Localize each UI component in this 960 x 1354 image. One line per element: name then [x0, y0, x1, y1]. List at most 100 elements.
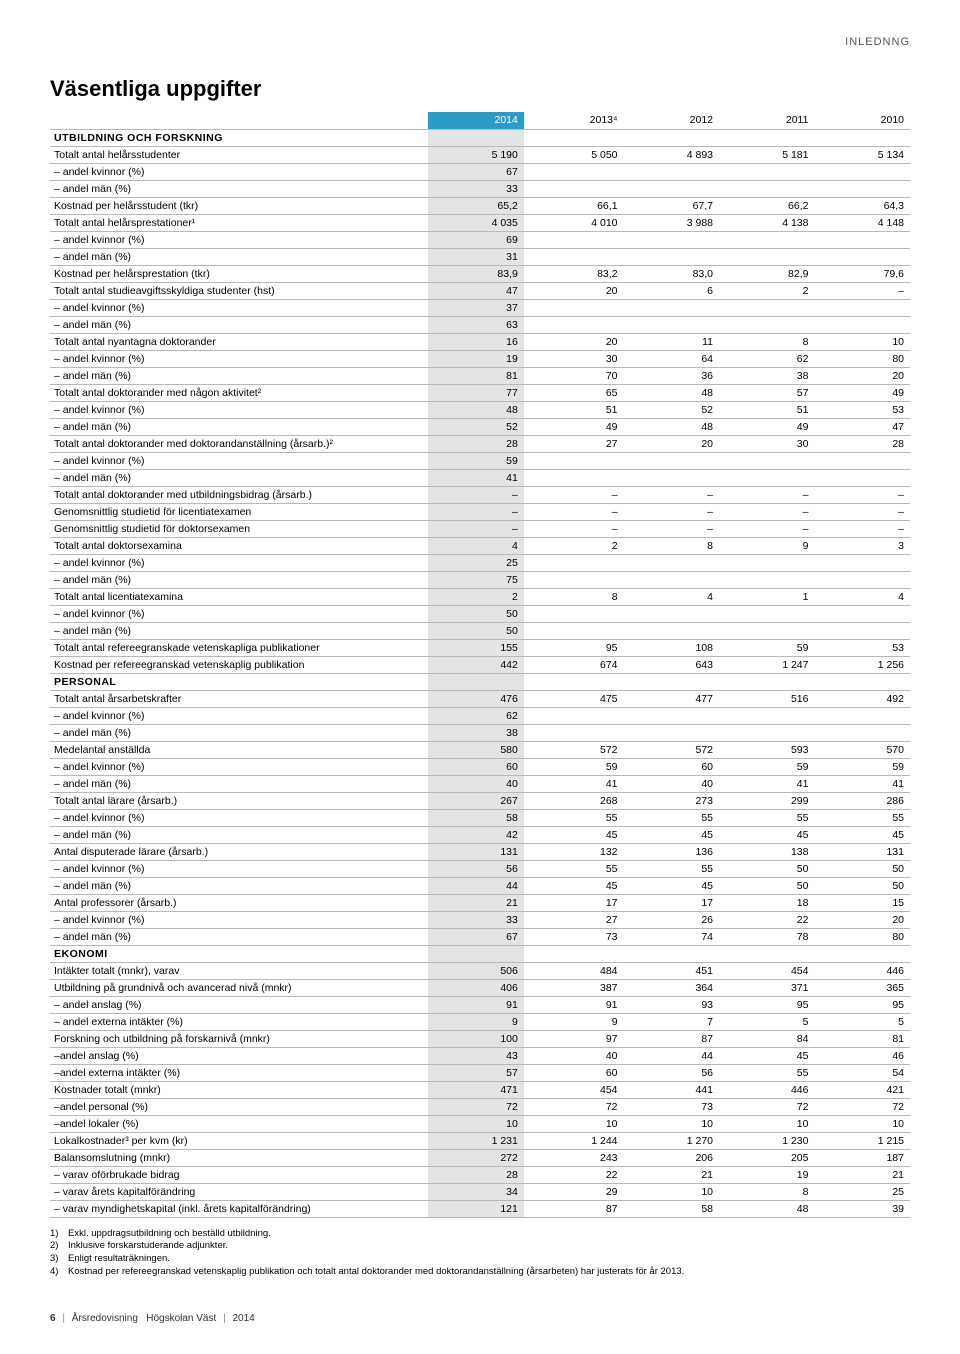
value-cell — [814, 707, 910, 724]
value-cell — [719, 163, 814, 180]
value-cell: 3 — [814, 537, 910, 554]
value-cell: 41 — [524, 775, 624, 792]
value-cell: 30 — [524, 350, 624, 367]
row-label: Totalt antal doktorander med doktorandan… — [50, 435, 428, 452]
page-footer: 6 | Årsredovisning Högskolan Väst | 2014 — [50, 1313, 910, 1324]
value-cell — [624, 452, 719, 469]
value-cell: 78 — [719, 928, 814, 945]
value-cell — [624, 724, 719, 741]
row-label: – andel män (%) — [50, 571, 428, 588]
empty-cell — [719, 673, 814, 690]
value-cell: 475 — [524, 690, 624, 707]
value-cell — [524, 469, 624, 486]
value-cell: 74 — [624, 928, 719, 945]
value-cell: 371 — [719, 979, 814, 996]
row-label: – andel kvinnor (%) — [50, 163, 428, 180]
value-cell: 5 050 — [524, 146, 624, 163]
table-row: –andel personal (%)7272737272 — [50, 1098, 910, 1115]
table-row: Totalt antal lärare (årsarb.)26726827329… — [50, 792, 910, 809]
table-row: – andel kvinnor (%)3327262220 — [50, 911, 910, 928]
page-title: Väsentliga uppgifter — [50, 76, 910, 102]
row-label: Totalt antal nyantagna doktorander — [50, 333, 428, 350]
row-label: – andel kvinnor (%) — [50, 401, 428, 418]
footnote-text: Enligt resultaträkningen. — [68, 1253, 170, 1266]
value-cell: – — [524, 503, 624, 520]
value-cell: 5 190 — [428, 146, 523, 163]
value-cell: 59 — [814, 758, 910, 775]
table-row: Totalt antal doktorander med någon aktiv… — [50, 384, 910, 401]
empty-cell — [524, 129, 624, 146]
table-row: Medelantal anställda580572572593570 — [50, 741, 910, 758]
value-cell — [814, 469, 910, 486]
row-label: Totalt antal lärare (årsarb.) — [50, 792, 428, 809]
row-label: – varav oförbrukade bidrag — [50, 1166, 428, 1183]
value-cell: 4 138 — [719, 214, 814, 231]
data-table: 20142013⁴201220112010 UTBILDNING OCH FOR… — [50, 112, 910, 1218]
table-row: Totalt antal doktorander med doktorandan… — [50, 435, 910, 452]
value-cell: 42 — [428, 826, 523, 843]
value-cell: 72 — [428, 1098, 523, 1115]
row-label: Forskning och utbildning på forskarnivå … — [50, 1030, 428, 1047]
value-cell — [524, 554, 624, 571]
value-cell: 674 — [524, 656, 624, 673]
row-label: Totalt antal doktorander med någon aktiv… — [50, 384, 428, 401]
table-row: Totalt antal helårsstudenter5 1905 0504 … — [50, 146, 910, 163]
value-cell — [719, 248, 814, 265]
value-cell: 5 — [814, 1013, 910, 1030]
value-cell: 67 — [428, 163, 523, 180]
row-label: Kostnad per helårsstudent (tkr) — [50, 197, 428, 214]
value-cell: 40 — [428, 775, 523, 792]
value-cell: 26 — [624, 911, 719, 928]
value-cell: – — [428, 503, 523, 520]
table-row: Balansomslutning (mnkr)272243206205187 — [50, 1149, 910, 1166]
value-cell: 299 — [719, 792, 814, 809]
value-cell: 442 — [428, 656, 523, 673]
value-cell: 25 — [814, 1183, 910, 1200]
value-cell: 593 — [719, 741, 814, 758]
value-cell: 2 — [428, 588, 523, 605]
value-cell: 19 — [719, 1166, 814, 1183]
table-row: – andel kvinnor (%)5855555555 — [50, 809, 910, 826]
value-cell: 91 — [428, 996, 523, 1013]
row-label: – andel externa intäkter (%) — [50, 1013, 428, 1030]
value-cell: 451 — [624, 962, 719, 979]
value-cell: 59 — [524, 758, 624, 775]
value-cell: 66,2 — [719, 197, 814, 214]
value-cell: 87 — [624, 1030, 719, 1047]
row-label: –andel lokaler (%) — [50, 1115, 428, 1132]
value-cell: 49 — [814, 384, 910, 401]
row-label: Balansomslutning (mnkr) — [50, 1149, 428, 1166]
value-cell — [624, 605, 719, 622]
value-cell — [624, 571, 719, 588]
value-cell: 60 — [524, 1064, 624, 1081]
table-row: – andel kvinnor (%)62 — [50, 707, 910, 724]
table-row: – varav årets kapitalförändring342910825 — [50, 1183, 910, 1200]
value-cell: 21 — [814, 1166, 910, 1183]
value-cell: 38 — [428, 724, 523, 741]
value-cell: 446 — [814, 962, 910, 979]
value-cell: 97 — [524, 1030, 624, 1047]
value-cell: 62 — [428, 707, 523, 724]
value-cell — [719, 180, 814, 197]
value-cell: 48 — [428, 401, 523, 418]
value-cell: 506 — [428, 962, 523, 979]
value-cell: 70 — [524, 367, 624, 384]
value-cell — [524, 299, 624, 316]
row-label: – andel män (%) — [50, 622, 428, 639]
value-cell: 69 — [428, 231, 523, 248]
page-section-label: INLEDNNG — [50, 36, 910, 48]
value-cell: 441 — [624, 1081, 719, 1098]
row-label: Antal disputerade lärare (årsarb.) — [50, 843, 428, 860]
value-cell: 47 — [814, 418, 910, 435]
value-cell — [624, 622, 719, 639]
value-cell — [719, 571, 814, 588]
row-label: – andel kvinnor (%) — [50, 758, 428, 775]
row-label: Kostnad per helårsprestation (tkr) — [50, 265, 428, 282]
value-cell: 8 — [524, 588, 624, 605]
table-row: Forskning och utbildning på forskarnivå … — [50, 1030, 910, 1047]
value-cell: 77 — [428, 384, 523, 401]
value-cell: 45 — [524, 826, 624, 843]
col-year: 2012 — [624, 112, 719, 129]
value-cell: – — [719, 503, 814, 520]
value-cell: 55 — [524, 809, 624, 826]
